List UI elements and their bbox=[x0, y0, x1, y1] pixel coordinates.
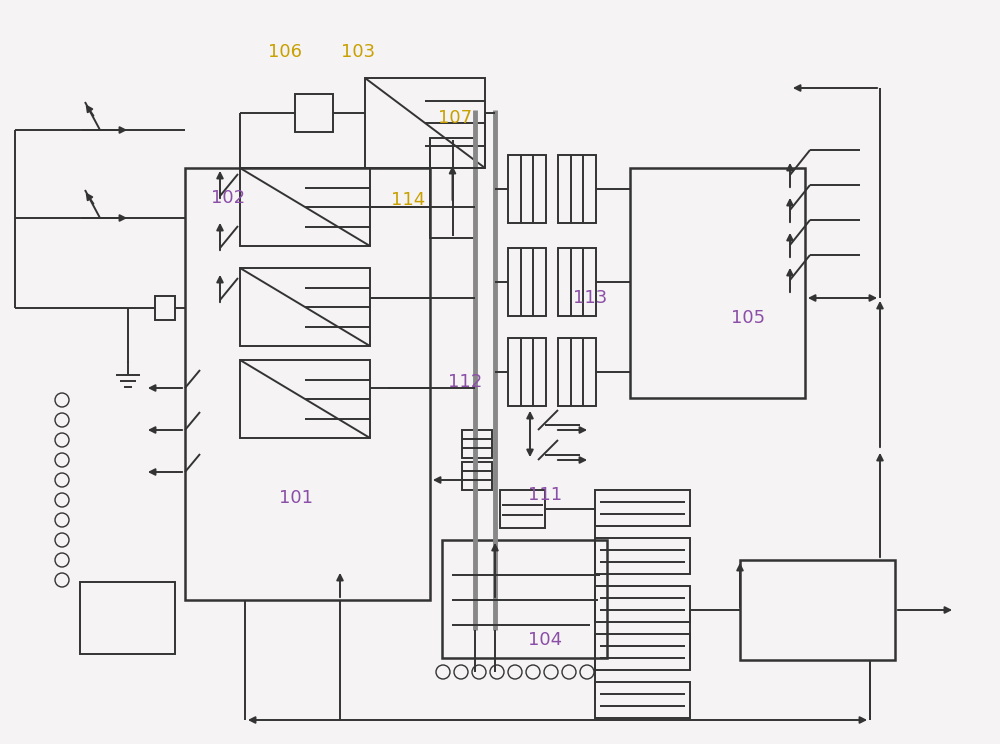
Bar bbox=[500, 490, 545, 528]
Bar bbox=[595, 490, 690, 526]
Bar bbox=[240, 360, 370, 438]
Bar bbox=[430, 138, 475, 238]
Bar bbox=[508, 338, 546, 406]
Bar bbox=[630, 168, 805, 398]
Bar bbox=[595, 538, 690, 574]
Bar bbox=[295, 94, 333, 132]
Text: 101: 101 bbox=[279, 489, 313, 507]
Bar bbox=[185, 168, 430, 600]
Bar bbox=[442, 540, 607, 658]
Bar bbox=[155, 296, 175, 320]
Bar bbox=[740, 560, 895, 660]
Bar bbox=[508, 248, 546, 316]
Bar bbox=[462, 462, 492, 490]
Bar bbox=[80, 582, 175, 654]
Bar bbox=[558, 155, 596, 223]
Bar bbox=[240, 268, 370, 346]
Bar bbox=[558, 248, 596, 316]
Bar bbox=[240, 168, 370, 246]
Text: 106: 106 bbox=[268, 43, 302, 61]
Text: 114: 114 bbox=[391, 191, 425, 209]
Bar bbox=[558, 338, 596, 406]
Text: 111: 111 bbox=[528, 486, 562, 504]
Text: 105: 105 bbox=[731, 309, 765, 327]
Text: 103: 103 bbox=[341, 43, 375, 61]
Text: 112: 112 bbox=[448, 373, 482, 391]
Bar bbox=[508, 155, 546, 223]
Bar bbox=[462, 430, 492, 458]
Bar bbox=[595, 634, 690, 670]
Bar bbox=[595, 682, 690, 718]
Bar bbox=[595, 586, 690, 622]
Text: 113: 113 bbox=[573, 289, 607, 307]
Text: 102: 102 bbox=[211, 189, 245, 207]
Bar bbox=[365, 78, 485, 168]
Text: 104: 104 bbox=[528, 631, 562, 649]
Text: 107: 107 bbox=[438, 109, 472, 127]
